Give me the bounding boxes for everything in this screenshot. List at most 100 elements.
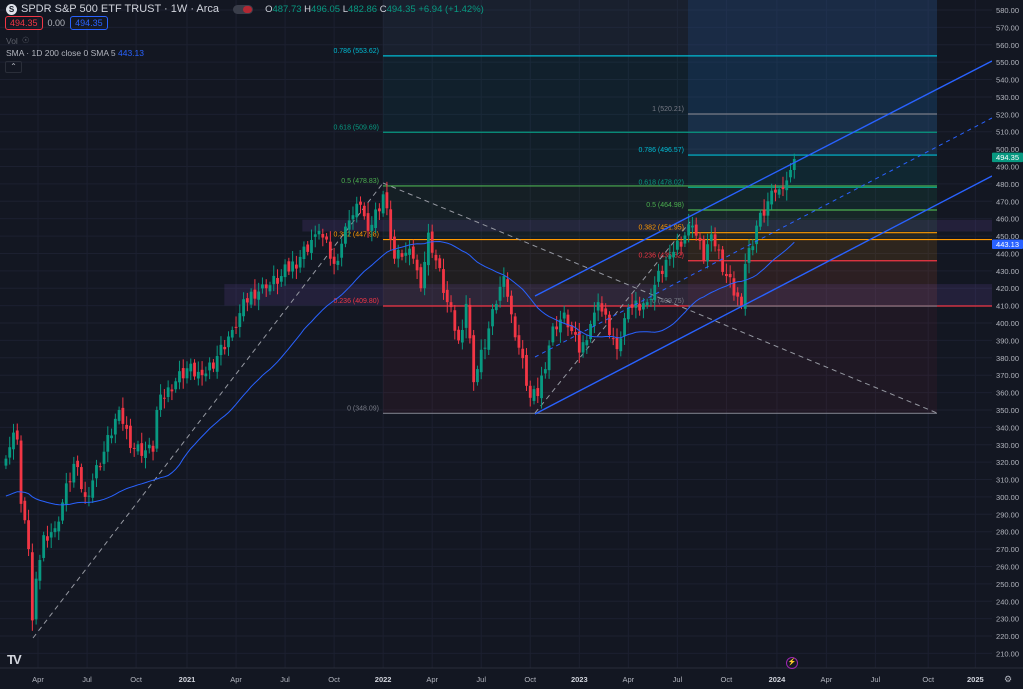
candle-body bbox=[268, 285, 272, 292]
sell-button[interactable]: 494.35 bbox=[5, 16, 43, 30]
candle-body bbox=[208, 362, 212, 371]
candle-body bbox=[245, 298, 249, 303]
fib-2-top-band bbox=[688, 0, 937, 156]
buy-button[interactable]: 494.35 bbox=[70, 16, 108, 30]
candle-body bbox=[306, 244, 310, 252]
candle-body bbox=[110, 435, 113, 439]
candle-body bbox=[419, 267, 423, 289]
candle-body bbox=[279, 276, 283, 282]
price-tick-label: 550.00 bbox=[996, 58, 1019, 67]
candle-body bbox=[359, 201, 362, 205]
time-tick-label: 2023 bbox=[571, 675, 588, 684]
candle-body bbox=[170, 389, 174, 392]
candle-body bbox=[42, 535, 46, 558]
eye-hidden-icon[interactable]: ☉ bbox=[21, 35, 30, 45]
time-tick-label: Jul bbox=[280, 675, 290, 684]
candle-body bbox=[76, 460, 80, 468]
candle-body bbox=[34, 578, 38, 620]
candle-body bbox=[513, 316, 517, 338]
fib-2-level-label: 0.236 (435.82) bbox=[638, 253, 684, 260]
fib-2-level-label: 0.786 (496.57) bbox=[638, 147, 684, 154]
time-tick-label: Apr bbox=[622, 675, 634, 684]
chevron-up-icon[interactable]: ⌃ bbox=[5, 61, 22, 73]
candle-body bbox=[751, 246, 755, 251]
candle-body bbox=[381, 194, 385, 214]
candle-body bbox=[121, 407, 125, 424]
price-tick-label: 360.00 bbox=[996, 389, 1019, 398]
candle-body bbox=[283, 264, 287, 278]
candle-body bbox=[536, 388, 540, 397]
candle-body bbox=[253, 289, 257, 299]
candle-body bbox=[366, 213, 370, 231]
candle-body bbox=[325, 236, 328, 240]
candle-body bbox=[559, 319, 562, 333]
candle-body bbox=[517, 335, 521, 348]
candle-body bbox=[427, 232, 430, 266]
tradingview-logo[interactable]: TV bbox=[7, 652, 22, 667]
sma-legend[interactable]: SMA · 1D 200 close 0 SMA 5 443.13 bbox=[6, 48, 144, 58]
candle-body bbox=[596, 302, 600, 311]
candle-body bbox=[317, 230, 321, 235]
candle-body bbox=[385, 192, 389, 209]
price-tick-label: 440.00 bbox=[996, 249, 1019, 258]
candle-body bbox=[449, 302, 453, 308]
candle-body bbox=[668, 255, 672, 259]
candle-body bbox=[162, 397, 166, 399]
candle-body bbox=[144, 450, 147, 458]
candle-body bbox=[687, 224, 691, 236]
symbol-title[interactable]: SPDR S&P 500 ETF TRUST · 1W · Arca bbox=[21, 3, 220, 15]
channel-mid-line bbox=[534, 117, 993, 358]
lightning-icon[interactable]: ⚡ bbox=[786, 657, 798, 669]
volume-indicator[interactable]: Vol ☉ bbox=[6, 35, 29, 46]
market-toggle[interactable] bbox=[233, 4, 254, 14]
candle-body bbox=[196, 371, 200, 379]
candle-body bbox=[294, 264, 298, 269]
price-tick-label: 460.00 bbox=[996, 215, 1019, 224]
candle-body bbox=[664, 259, 668, 278]
price-tick-label: 240.00 bbox=[996, 597, 1019, 606]
fib-1-extension-line bbox=[382, 182, 938, 414]
price-tick-label: 230.00 bbox=[996, 615, 1019, 624]
price-tick-label: 210.00 bbox=[996, 649, 1019, 658]
price-tick-label: 380.00 bbox=[996, 354, 1019, 363]
time-tick-label: Apr bbox=[230, 675, 242, 684]
candle-body bbox=[257, 291, 261, 300]
price-tick-label: 340.00 bbox=[996, 423, 1019, 432]
candle-body bbox=[117, 409, 121, 421]
fib-2-band bbox=[688, 260, 937, 307]
candle-body bbox=[766, 201, 770, 216]
candle-body bbox=[291, 261, 295, 272]
time-tick-label: Apr bbox=[821, 675, 833, 684]
open-value: 487.73 bbox=[272, 3, 302, 15]
gear-icon[interactable]: ⚙ bbox=[1004, 674, 1013, 684]
candle-body bbox=[721, 249, 725, 272]
candle-body bbox=[219, 344, 223, 356]
candle-body bbox=[434, 254, 438, 261]
time-tick-label: Oct bbox=[130, 675, 143, 684]
price-tick-label: 350.00 bbox=[996, 406, 1019, 415]
candle-body bbox=[604, 308, 608, 315]
candle-body bbox=[23, 500, 27, 521]
candle-body bbox=[781, 187, 785, 190]
candle-body bbox=[630, 304, 634, 308]
fib-2-band bbox=[688, 187, 937, 211]
fib-2-band bbox=[688, 232, 937, 261]
candle-body bbox=[393, 236, 396, 259]
candle-body bbox=[102, 451, 106, 464]
fib-2-level-label: 0.382 (451.95) bbox=[638, 225, 684, 232]
sma-price-tag-bg bbox=[992, 239, 1023, 250]
candle-body bbox=[740, 296, 743, 306]
time-tick-label: Oct bbox=[721, 675, 734, 684]
fib-1-level-label: 0.618 (509.69) bbox=[333, 124, 379, 131]
close-value: 494.35 bbox=[386, 3, 416, 15]
symbol-logo-icon: S bbox=[6, 3, 17, 15]
candle-body bbox=[328, 241, 332, 259]
candle-body bbox=[483, 347, 487, 349]
change-value: +6.94 (+1.42%) bbox=[418, 3, 484, 15]
candle-body bbox=[506, 279, 510, 297]
candle-body bbox=[79, 467, 83, 490]
fib-1-band bbox=[383, 305, 937, 414]
price-tick-label: 280.00 bbox=[996, 528, 1019, 537]
candle-body bbox=[4, 458, 8, 466]
